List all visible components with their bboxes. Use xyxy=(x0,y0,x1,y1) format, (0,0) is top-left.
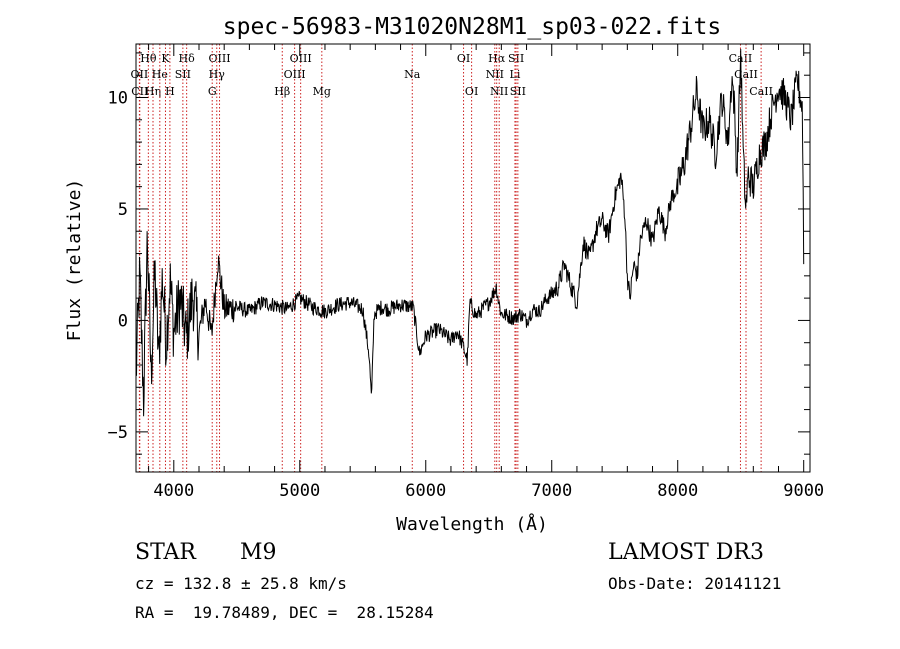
emission-line-label: Hη xyxy=(145,85,161,98)
x-tick-label: 7000 xyxy=(531,481,572,501)
plot-frame xyxy=(135,43,811,473)
y-axis-label: Flux (relative) xyxy=(64,179,85,342)
emission-line-label: G xyxy=(208,85,217,98)
emission-line-label: CaII xyxy=(749,85,773,98)
x-tick-label: 4000 xyxy=(153,481,194,501)
x-tick-label: 9000 xyxy=(783,481,824,501)
emission-line-label: OIII xyxy=(208,52,230,65)
redshift-cz: cz = 132.8 ± 25.8 km/s xyxy=(135,574,347,593)
emission-line-label: Mg xyxy=(313,85,331,98)
spectrum-line xyxy=(135,48,805,417)
x-tick-label: 5000 xyxy=(279,481,320,501)
x-axis-label: Wavelength (Å) xyxy=(396,513,548,535)
emission-line-label: OI xyxy=(457,52,470,65)
object-class: STAR xyxy=(135,540,196,565)
emission-line-label: SII xyxy=(508,52,524,65)
emission-line-label: Hβ xyxy=(274,85,290,98)
emission-line-label: Li xyxy=(510,68,521,81)
survey-name: LAMOST DR3 xyxy=(608,540,764,565)
chart-title: spec-56983-M31020N28M1_sp03-022.fits xyxy=(223,14,722,40)
emission-line-label: He xyxy=(152,68,168,81)
emission-line-label: SII xyxy=(175,68,191,81)
emission-line-label: OI xyxy=(465,85,478,98)
x-tick-label: 6000 xyxy=(405,481,446,501)
x-tick-label: 8000 xyxy=(657,481,698,501)
y-tick-label: 10 xyxy=(108,89,128,109)
emission-line-label: Hα xyxy=(488,52,506,65)
y-tick-label: 5 xyxy=(118,200,128,220)
emission-line-label: CaII xyxy=(734,68,758,81)
emission-line-label: Na xyxy=(404,68,421,81)
emission-line-label: Hδ xyxy=(179,52,196,65)
object-subclass: M9 xyxy=(240,540,277,565)
emission-line-label: NII xyxy=(490,85,508,98)
emission-line-label: OII xyxy=(131,68,149,81)
emission-line-label: K xyxy=(161,52,170,65)
y-tick-label: 0 xyxy=(118,311,128,331)
emission-line-label: SII xyxy=(510,85,526,98)
coordinates: RA = 19.78489, DEC = 28.15284 xyxy=(135,603,434,622)
y-tick-label: −5 xyxy=(108,423,128,443)
observation-date: Obs-Date: 20141121 xyxy=(608,574,782,593)
emission-line-label: OIII xyxy=(284,68,306,81)
emission-line-label: NII xyxy=(486,68,504,81)
spectrum-line-group xyxy=(135,48,805,417)
emission-line-label: Hγ xyxy=(209,68,226,81)
axis-ticks: 4000 5000 6000 7000 8000 9000 −5 0 5 10 xyxy=(108,44,824,501)
emission-line-label: H xyxy=(165,85,175,98)
emission-line-label: OIII xyxy=(290,52,312,65)
emission-line-label: Hθ xyxy=(140,52,157,65)
